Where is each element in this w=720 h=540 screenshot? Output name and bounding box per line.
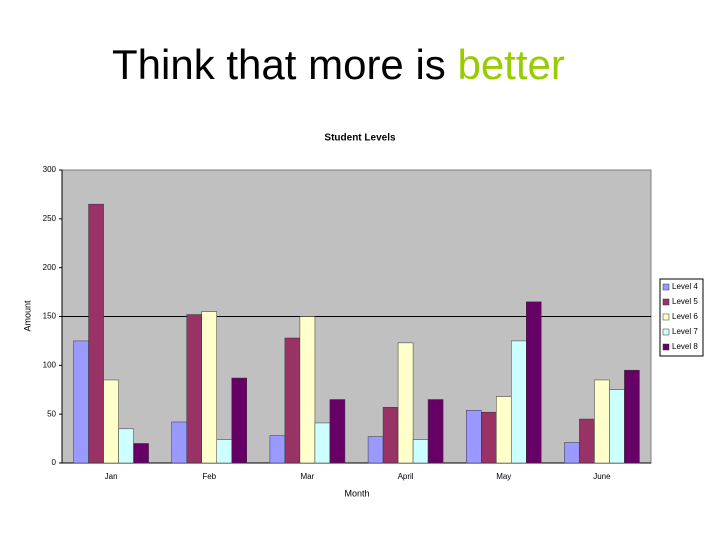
x-tick-label: May	[496, 472, 511, 481]
x-axis-label: Month	[344, 488, 369, 498]
bar	[496, 396, 512, 464]
slide-title: Think that more is better	[112, 41, 565, 88]
bar	[481, 411, 497, 464]
bar	[269, 435, 286, 464]
bar	[511, 340, 527, 464]
bar	[103, 379, 119, 464]
bar	[329, 399, 346, 464]
bar	[171, 421, 187, 464]
x-tick-label: Feb	[202, 472, 216, 481]
bar	[412, 439, 429, 464]
bar	[118, 428, 134, 464]
bar	[624, 369, 640, 464]
legend-label: Level 6	[672, 312, 698, 321]
bar	[88, 203, 104, 464]
legend-label: Level 4	[672, 282, 698, 291]
bar	[133, 443, 149, 464]
legend-swatch	[662, 328, 670, 336]
legend-swatch	[662, 313, 670, 321]
x-tick-label: Jan	[105, 472, 118, 481]
legend-swatch	[662, 298, 670, 306]
bar	[73, 340, 89, 464]
bar	[579, 418, 595, 464]
y-tick-label: 150	[43, 312, 57, 321]
title-highlight: better	[457, 41, 564, 88]
bar	[186, 314, 202, 464]
legend-swatch	[662, 283, 670, 291]
bar	[231, 377, 247, 464]
bar	[466, 410, 482, 464]
legend-swatch	[662, 343, 670, 351]
bar	[609, 389, 625, 464]
bar	[526, 301, 542, 464]
y-tick-label: 300	[43, 165, 57, 174]
y-tick-label: 0	[52, 458, 57, 467]
x-tick-label: Mar	[301, 472, 315, 481]
y-tick-label: 250	[43, 214, 57, 223]
title-text: Think that more is	[112, 41, 446, 88]
bar	[367, 436, 384, 464]
bar	[201, 311, 217, 464]
y-axis-label: Amount	[22, 300, 32, 332]
bar	[427, 399, 444, 464]
y-tick-label: 100	[43, 360, 57, 369]
y-tick-label: 200	[43, 263, 57, 272]
bar	[594, 379, 610, 464]
bar	[564, 442, 580, 464]
bar	[397, 342, 414, 464]
legend-label: Level 7	[672, 327, 698, 336]
legend-label: Level 8	[672, 342, 698, 351]
bar	[299, 316, 316, 464]
x-tick-label: June	[593, 472, 611, 481]
bar	[314, 422, 331, 464]
x-tick-label: April	[398, 472, 414, 481]
bar	[216, 439, 232, 464]
y-tick-label: 50	[47, 409, 56, 418]
chart-title: Student Levels	[324, 133, 396, 144]
bar	[382, 407, 399, 464]
bar	[284, 337, 301, 464]
legend-label: Level 5	[672, 297, 698, 306]
